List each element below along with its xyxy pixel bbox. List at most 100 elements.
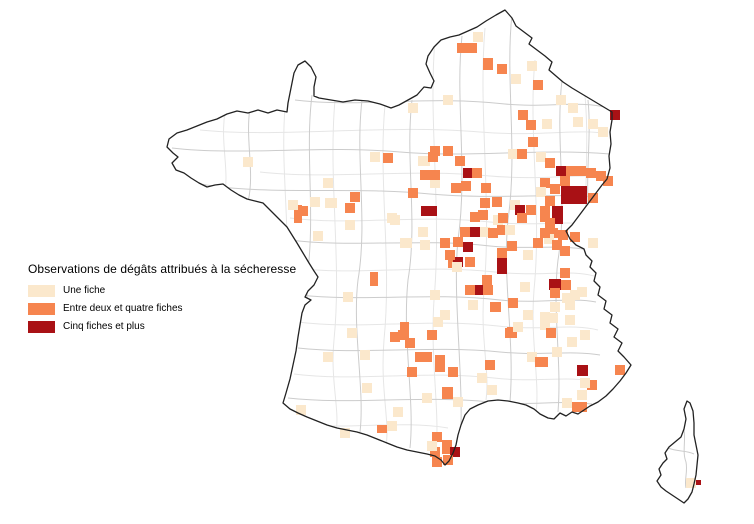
- observation-marker-level-1: [523, 250, 533, 260]
- observation-marker-level-3: [561, 186, 587, 204]
- observation-marker-level-1: [430, 178, 440, 188]
- observation-marker-level-2: [442, 440, 452, 454]
- observation-marker-level-2: [552, 240, 562, 250]
- observation-marker-level-2: [490, 302, 501, 312]
- observation-marker-level-2: [517, 213, 527, 223]
- observation-marker-level-1: [536, 152, 546, 162]
- observation-marker-level-2: [540, 178, 550, 188]
- observation-marker-level-2: [451, 183, 461, 193]
- observation-marker-level-1: [323, 178, 333, 188]
- observation-marker-level-1: [550, 302, 560, 312]
- observation-marker-level-2: [405, 338, 415, 348]
- observation-marker-level-2: [566, 166, 576, 176]
- observation-marker-level-2: [460, 227, 470, 237]
- legend-item-cinq-et-plus: Cinq fiches et plus: [28, 320, 318, 333]
- observation-marker-level-2: [440, 238, 450, 248]
- observation-marker-level-2: [461, 181, 471, 191]
- observation-marker-level-2: [507, 241, 517, 251]
- observation-marker-level-1: [345, 220, 355, 230]
- observation-marker-level-1: [408, 103, 418, 113]
- observation-marker-level-1: [393, 407, 403, 417]
- observation-marker-level-2: [483, 285, 493, 295]
- observation-marker-level-2: [570, 232, 580, 242]
- observation-marker-level-2: [526, 120, 536, 130]
- observation-marker-level-2: [518, 110, 528, 120]
- observation-marker-level-1: [527, 352, 537, 362]
- observation-marker-level-2: [432, 457, 442, 467]
- legend: Observations de dégâts attribués à la sé…: [28, 262, 318, 338]
- observation-marker-level-1: [556, 95, 566, 105]
- observation-marker-level-2: [550, 184, 560, 194]
- observation-marker-level-3: [450, 447, 460, 457]
- observation-marker-level-2: [377, 425, 387, 433]
- observation-marker-level-1: [387, 421, 397, 431]
- observation-marker-level-3: [470, 227, 480, 237]
- observation-marker-level-2: [294, 205, 302, 223]
- observation-marker-level-2: [492, 197, 502, 207]
- observation-marker-level-1: [540, 320, 550, 330]
- observation-marker-level-1: [343, 292, 353, 302]
- observation-marker-level-1: [362, 383, 372, 393]
- observation-marker-level-1: [327, 198, 337, 208]
- observation-marker-level-1: [573, 117, 583, 127]
- observation-marker-level-2: [390, 332, 400, 342]
- observation-marker-level-1: [577, 287, 587, 297]
- observation-marker-level-2: [445, 250, 455, 260]
- legend-item-deux-a-quatre: Entre deux et quatre fiches: [28, 302, 318, 315]
- observation-marker-level-2: [587, 380, 597, 390]
- observation-marker-level-3: [515, 205, 525, 215]
- observation-marker-level-2: [408, 188, 418, 198]
- observation-marker-level-2: [488, 228, 498, 238]
- observation-marker-level-2: [540, 212, 550, 222]
- observation-marker-level-2: [526, 205, 536, 215]
- observation-marker-level-2: [350, 192, 360, 202]
- observation-marker-level-2: [480, 198, 490, 208]
- observation-marker-level-1: [562, 293, 572, 303]
- observation-marker-level-2: [465, 285, 475, 295]
- observation-marker-level-3: [421, 206, 437, 216]
- legend-item-label: Entre deux et quatre fiches: [63, 303, 183, 314]
- observation-marker-level-2: [540, 206, 550, 216]
- legend-title: Observations de dégâts attribués à la sé…: [28, 262, 297, 276]
- observation-marker-level-2: [576, 166, 586, 176]
- observation-marker-level-2: [478, 210, 488, 220]
- observation-marker-level-1: [487, 385, 497, 395]
- observation-marker-level-3: [549, 279, 561, 290]
- observation-marker-level-2: [383, 153, 393, 163]
- observation-marker-level-1: [527, 61, 537, 71]
- observation-marker-level-2: [428, 152, 438, 162]
- observation-marker-level-2: [533, 238, 543, 248]
- observation-marker-level-1: [340, 428, 350, 438]
- observation-marker-level-1: [360, 350, 370, 360]
- legend-swatch: [28, 284, 55, 297]
- observation-marker-level-3: [696, 480, 701, 485]
- observation-marker-level-2: [443, 455, 453, 465]
- observation-marker-level-2: [545, 218, 555, 228]
- observation-marker-level-1: [577, 390, 587, 400]
- observation-marker-level-2: [430, 146, 440, 156]
- legend-item-une-fiche: Une fiche: [28, 284, 318, 297]
- observation-marker-level-1: [598, 127, 608, 137]
- legend-swatch: [28, 302, 55, 315]
- observation-marker-level-2: [560, 268, 570, 278]
- observation-marker-level-1: [511, 74, 521, 84]
- observation-marker-level-2: [485, 360, 495, 370]
- observation-marker-level-1: [548, 313, 558, 323]
- observation-marker-level-2: [538, 357, 548, 367]
- observation-marker-level-1: [544, 234, 554, 244]
- observation-marker-level-1: [523, 310, 533, 320]
- observation-marker-level-2: [615, 365, 625, 375]
- map-markers: [243, 32, 701, 488]
- observation-marker-level-2: [345, 203, 355, 213]
- observation-marker-level-2: [398, 330, 408, 340]
- observation-marker-level-1: [313, 231, 323, 241]
- observation-marker-level-2: [432, 432, 442, 442]
- observation-marker-level-1: [443, 95, 453, 105]
- observation-marker-level-2: [497, 225, 507, 235]
- observation-marker-level-1: [440, 310, 450, 320]
- observation-marker-level-1: [565, 315, 575, 325]
- observation-marker-level-1: [370, 152, 380, 162]
- observation-marker-level-1: [477, 373, 487, 383]
- observation-marker-level-1: [418, 156, 430, 166]
